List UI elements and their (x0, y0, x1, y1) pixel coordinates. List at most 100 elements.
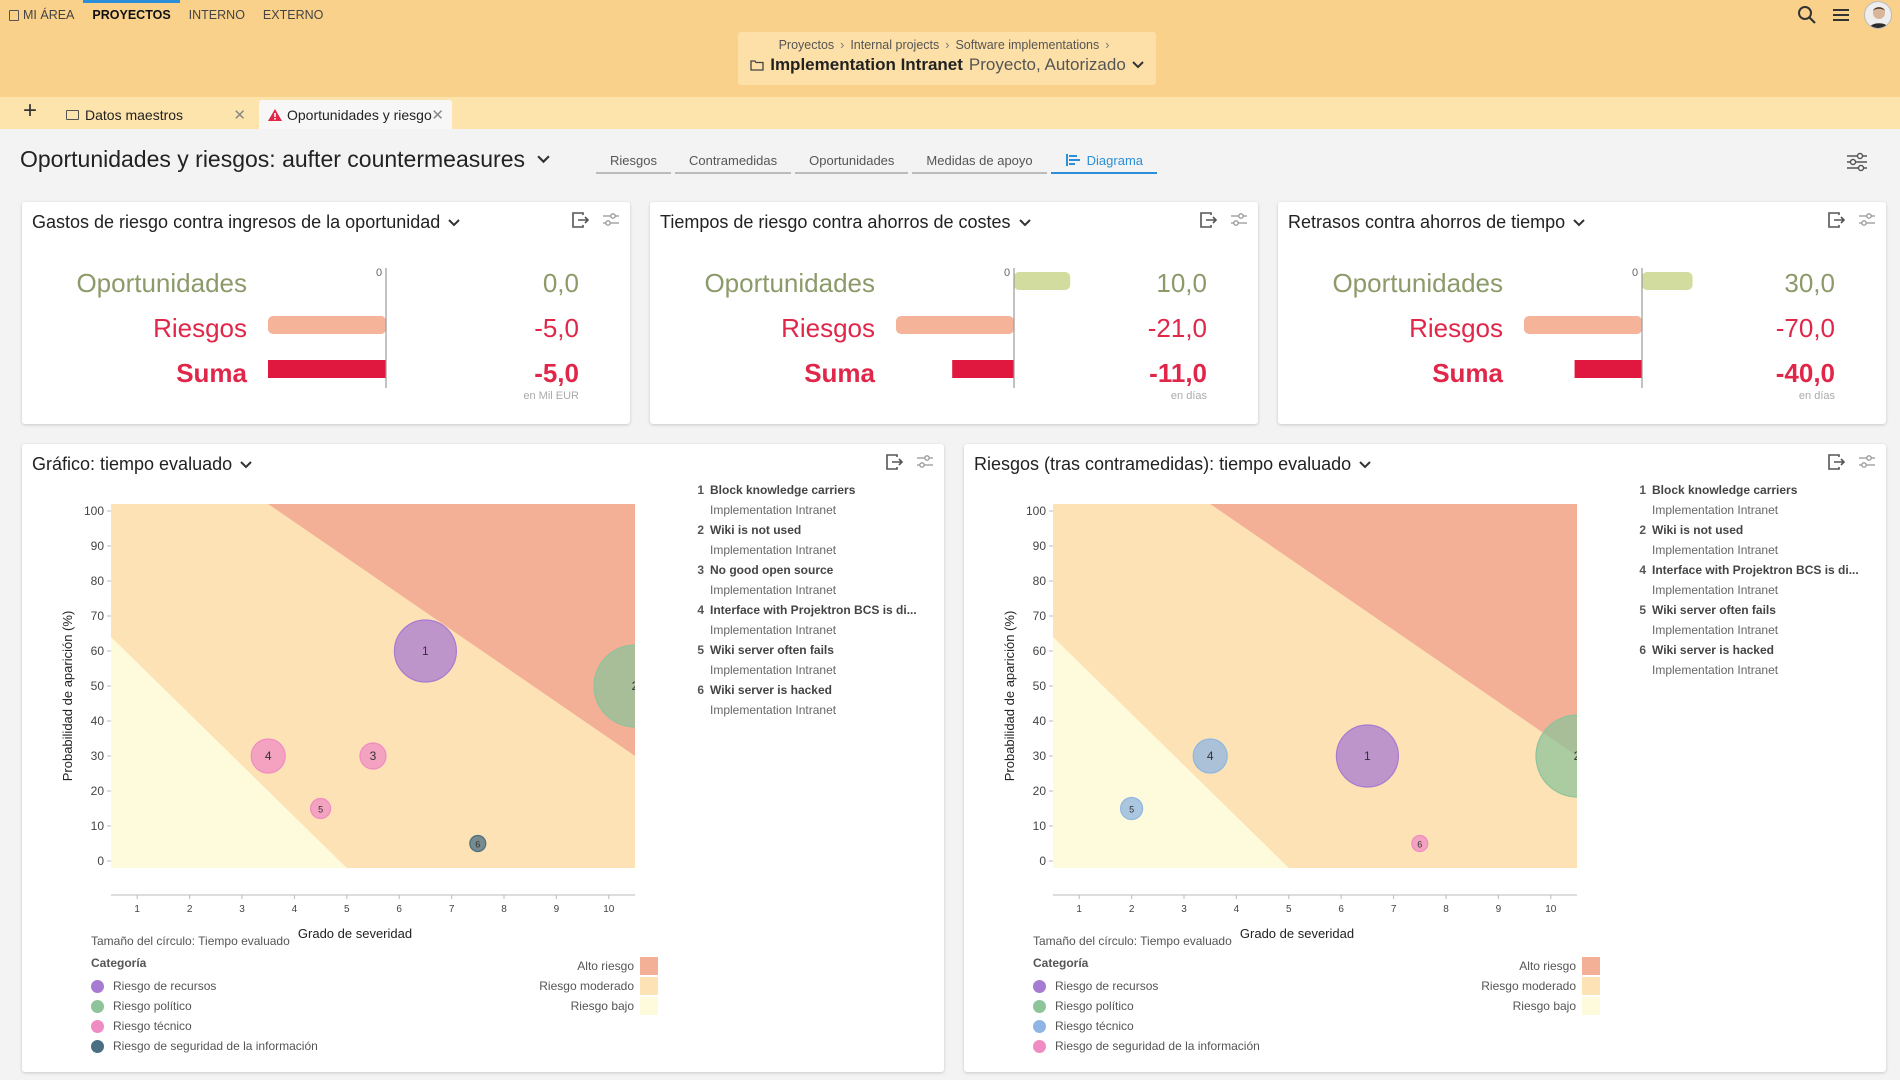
list-item[interactable]: 3 No good open source (690, 560, 930, 580)
card-title[interactable]: Retrasos contra ahorros de tiempo (1288, 212, 1585, 233)
bubble-label: 6 (1417, 840, 1422, 850)
legend-label: Riesgo técnico (113, 1019, 192, 1033)
tab-riesgos[interactable]: Riesgos (596, 148, 671, 174)
add-tab-button[interactable]: + (22, 97, 37, 124)
x-tick-label: 4 (1234, 904, 1240, 915)
kpi-label-opp: Oportunidades (76, 268, 247, 298)
tab-datos-maestros[interactable]: Datos maestros ✕ (58, 100, 254, 129)
list-item[interactable]: 6 Wiki server is hacked (1632, 640, 1872, 660)
tab-medidas-de-apoyo[interactable]: Medidas de apoyo (912, 148, 1047, 174)
legend-swatch (640, 957, 658, 975)
legend-item[interactable]: Riesgo de recursos (1033, 976, 1260, 996)
breadcrumb-item[interactable]: Internal projects (850, 38, 940, 52)
card-title-text: Gastos de riesgo contra ingresos de la o… (32, 212, 441, 232)
list-item[interactable]: 1 Block knowledge carriers (690, 480, 930, 500)
y-tick-label: 50 (91, 679, 105, 693)
nav-externo[interactable]: EXTERNO (254, 0, 332, 30)
kpi-bar-chart: 0 (268, 267, 387, 388)
tab-label: Medidas de apoyo (926, 152, 1033, 168)
legend-dot (1033, 1039, 1046, 1053)
nav-interno[interactable]: INTERNO (180, 0, 254, 30)
breadcrumb-item[interactable]: Proyectos (778, 38, 835, 52)
category-legend: Categoría Riesgo de recursos Riesgo políti… (91, 956, 318, 1056)
risk-project: Implementation Intranet (710, 623, 837, 637)
legend-label: Riesgo moderado (539, 979, 634, 993)
close-icon[interactable]: ✕ (233, 107, 246, 124)
page-title[interactable]: Oportunidades y riesgos: aufter counterm… (20, 146, 550, 173)
tab-diagrama[interactable]: Diagrama (1050, 148, 1158, 174)
list-item[interactable]: 5 Wiki server often fails (690, 640, 930, 660)
kpi-label-opp: Oportunidades (1332, 268, 1503, 298)
legend-swatch (1582, 997, 1600, 1015)
search-icon[interactable] (1796, 4, 1818, 26)
list-item[interactable]: 2 Wiki is not used (690, 520, 930, 540)
card-title[interactable]: Riesgos (tras contramedidas): tiempo eva… (974, 454, 1371, 475)
card-title[interactable]: Tiempos de riesgo contra ahorros de cost… (660, 212, 1031, 233)
menu-icon[interactable] (1830, 4, 1852, 26)
export-icon[interactable] (572, 212, 590, 228)
close-icon[interactable]: ✕ (431, 107, 444, 124)
settings-sliders-icon[interactable] (1858, 212, 1876, 228)
risk-bubble[interactable] (393, 619, 457, 683)
chevron-down-icon (1573, 218, 1585, 226)
export-icon[interactable] (1828, 212, 1846, 228)
legend-item[interactable]: Riesgo técnico (1033, 1016, 1260, 1036)
list-item[interactable]: 1 Block knowledge carriers (1632, 480, 1872, 500)
settings-sliders-icon[interactable] (1230, 212, 1248, 228)
tab-contramedidas[interactable]: Contramedidas (674, 148, 792, 174)
legend-swatch (640, 997, 658, 1015)
risk-bubble[interactable] (1120, 796, 1144, 821)
export-icon[interactable] (886, 454, 904, 470)
risk-bubble[interactable] (1335, 724, 1399, 788)
risk-bubble[interactable] (310, 797, 332, 820)
settings-sliders-icon[interactable] (1858, 454, 1876, 470)
kpi-label-sum: Suma (176, 358, 247, 388)
card-title[interactable]: Gastos de riesgo contra ingresos de la o… (32, 212, 460, 233)
nav-proyectos[interactable]: PROYECTOS (83, 0, 180, 30)
category-legend: Categoría Riesgo de recursos Riesgo políti… (1033, 956, 1260, 1056)
kpi-unit: en días (1798, 390, 1835, 402)
card-title[interactable]: Gráfico: tiempo evaluado (32, 454, 252, 475)
x-tick-label: 5 (344, 904, 350, 915)
risk-bubble[interactable] (359, 742, 387, 770)
settings-sliders-icon[interactable] (602, 212, 620, 228)
legend-item[interactable]: Riesgo de seguridad de la información (91, 1036, 318, 1056)
risk-bubble[interactable] (250, 738, 286, 774)
kpi-label-opp: Oportunidades (704, 268, 875, 298)
legend-item[interactable]: Riesgo de seguridad de la información (1033, 1036, 1260, 1056)
avatar[interactable] (1864, 1, 1892, 29)
risk-project: Implementation Intranet (710, 583, 837, 597)
project-title[interactable]: Implementation Intranet Proyecto, Autori… (738, 55, 1156, 75)
export-icon[interactable] (1200, 212, 1218, 228)
project-context[interactable]: Proyectos › Internal projects › Software imp… (738, 32, 1156, 85)
legend-item[interactable]: Riesgo técnico (91, 1016, 318, 1036)
legend-dot (1033, 999, 1046, 1013)
breadcrumb-item[interactable]: Software implementations (955, 38, 1100, 52)
card-actions (572, 212, 620, 228)
tab-oportunidades[interactable]: Oportunidades (795, 148, 909, 174)
zone-low (111, 637, 347, 868)
nav-mi-area[interactable]: MI ÁREA (0, 0, 83, 30)
circle-size-note: Tamaño del círculo: Tiempo evaluado (91, 934, 290, 948)
list-item[interactable]: 2 Wiki is not used (1632, 520, 1872, 540)
settings-sliders-icon[interactable] (916, 454, 934, 470)
legend-item[interactable]: Riesgo político (91, 996, 318, 1016)
risk-bubble[interactable] (1535, 714, 1618, 798)
settings-sliders-icon[interactable] (1846, 152, 1868, 177)
risk-bubble[interactable] (1192, 738, 1228, 774)
risk-bubble[interactable] (1411, 834, 1429, 853)
list-item[interactable]: 4 Interface with Projektron BCS is di... (1632, 560, 1872, 580)
risk-level-legend: Alto riesgo Riesgo moderado Riesgo bajo (539, 956, 658, 1016)
legend-item[interactable]: Riesgo político (1033, 996, 1260, 1016)
list-item[interactable]: 4 Interface with Projektron BCS is di... (690, 600, 930, 620)
tab-oportunidades-riesgos[interactable]: Oportunidades y riesgo ✕ (259, 100, 452, 129)
risk-bubble[interactable] (593, 644, 676, 728)
risk-bubble[interactable] (469, 834, 487, 853)
legend-item[interactable]: Riesgo de recursos (91, 976, 318, 996)
kpi-value-opp: 10,0 (1156, 268, 1207, 298)
risk-list: 1 Block knowledge carriers Implementation … (690, 480, 930, 720)
export-icon[interactable] (1828, 454, 1846, 470)
legend-item: Riesgo moderado (1481, 976, 1600, 996)
list-item[interactable]: 5 Wiki server often fails (1632, 600, 1872, 620)
list-item[interactable]: 6 Wiki server is hacked (690, 680, 930, 700)
